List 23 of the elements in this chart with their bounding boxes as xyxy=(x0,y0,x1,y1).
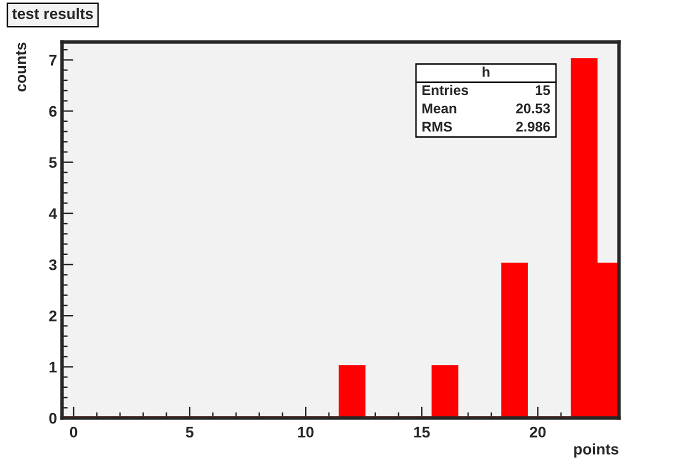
y-tick-label: 4 xyxy=(48,208,58,219)
annotation: 2.986 xyxy=(516,122,550,132)
y-axis-title: counts xyxy=(16,42,26,92)
chart-title: test results xyxy=(12,8,93,20)
x-tick-label: 10 xyxy=(298,426,314,438)
x-tick-label: 15 xyxy=(414,426,430,438)
x-tick-label: 20 xyxy=(530,426,546,438)
x-tick-label: 0 xyxy=(70,426,78,438)
y-tick-label: 7 xyxy=(49,54,56,66)
annotation: h xyxy=(482,66,490,77)
y-tick-label: 2 xyxy=(49,310,57,322)
annotation: RMS xyxy=(422,122,452,132)
annotation: 20.53 xyxy=(516,104,550,114)
annotation: Mean xyxy=(422,104,456,114)
y-tick-label: 0 xyxy=(49,412,57,424)
y-tick-label: 1 xyxy=(50,362,57,372)
y-tick-label: 5 xyxy=(49,157,57,168)
y-tick-label: 3 xyxy=(48,259,57,270)
x-axis-title: points xyxy=(574,443,618,458)
annotation: 15 xyxy=(536,85,550,96)
x-tick-label: 5 xyxy=(186,426,194,438)
y-tick-label: 6 xyxy=(49,106,57,117)
annotation: Entries xyxy=(422,84,468,96)
